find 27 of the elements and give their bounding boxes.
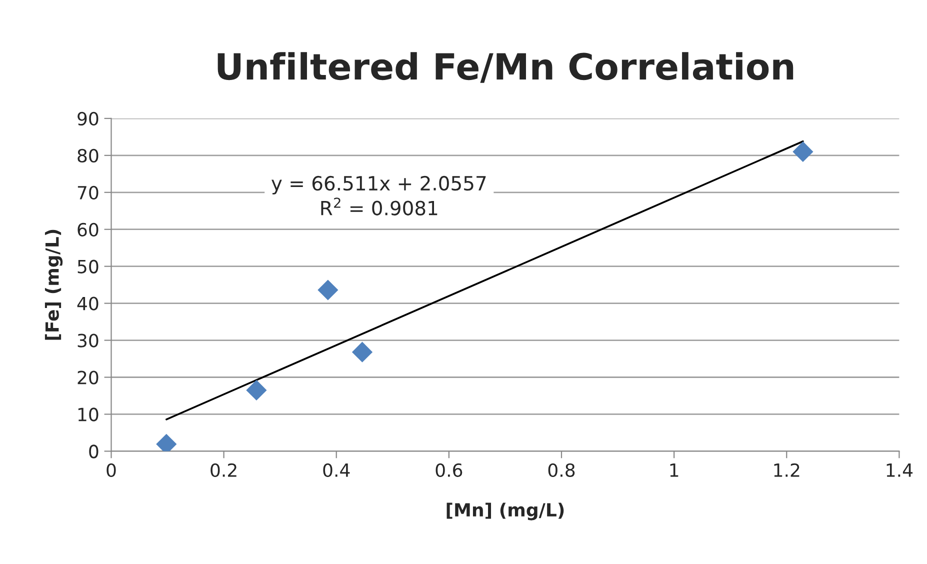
x-tick-label: 0 bbox=[106, 463, 116, 477]
point bbox=[792, 141, 814, 162]
y-tick-label: 60 bbox=[78, 222, 98, 236]
annotation: R$^{2}$ = 0.9081 bbox=[321, 198, 438, 216]
chart-title: Unfiltered Fe/Mn Correlation bbox=[218, 52, 794, 83]
point bbox=[318, 280, 338, 300]
y-tick-label: 10 bbox=[78, 408, 98, 422]
x-tick-label: 0.6 bbox=[436, 463, 462, 477]
y-tick-label: 70 bbox=[78, 186, 98, 200]
y-tick-label: 80 bbox=[78, 148, 98, 163]
x-tick-label: 0.4 bbox=[323, 463, 350, 477]
y-tick-label: 90 bbox=[78, 112, 98, 126]
x-tick-label: 1.2 bbox=[774, 463, 800, 477]
y-tick-label: 50 bbox=[78, 260, 98, 274]
x-tick-label: 1.4 bbox=[886, 464, 913, 477]
y-tick-label: 40 bbox=[77, 296, 98, 310]
point bbox=[246, 380, 267, 400]
annotation: y = 66.511x + 2.0557 bbox=[272, 176, 486, 194]
x-tick-label: 1 bbox=[670, 464, 678, 477]
x-tick-label: 0.2 bbox=[210, 463, 236, 477]
x-axis-title: [Mn] (mg/L) bbox=[446, 502, 564, 520]
y-axis-title: [Fe] (mg/L) bbox=[44, 230, 63, 340]
x-tick-label: 0.8 bbox=[548, 463, 575, 477]
y-tick-label: 20 bbox=[78, 370, 98, 384]
y-tick-label: 0 bbox=[89, 444, 98, 458]
y-tick-label: 30 bbox=[78, 334, 98, 348]
point bbox=[352, 342, 373, 362]
